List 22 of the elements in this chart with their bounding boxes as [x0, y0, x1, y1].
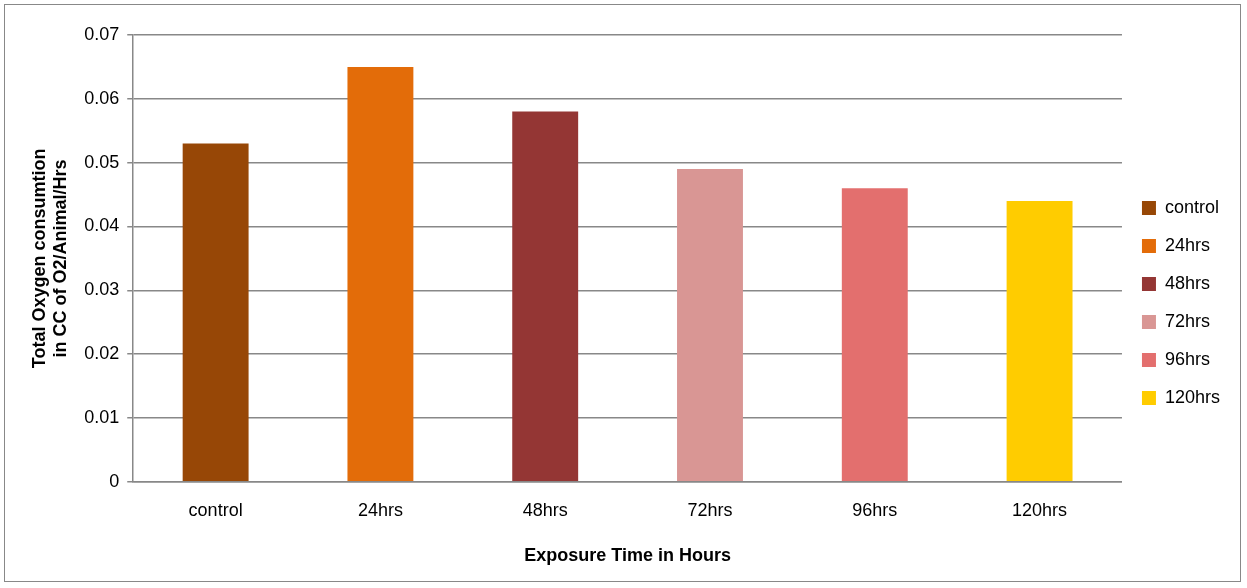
x-tick-label: control — [188, 499, 243, 520]
legend-label: 72hrs — [1164, 310, 1210, 331]
x-tick-label: 72hrs — [687, 499, 733, 520]
y-tick-label: 0.05 — [84, 151, 120, 172]
y-tick-label: 0.02 — [84, 343, 120, 364]
x-tick-label: 120hrs — [1012, 499, 1068, 520]
x-tick-label: 48hrs — [522, 499, 568, 520]
y-axis-title: Total Oxygen consumtion in CC of O2/Animal/Hrs — [28, 148, 71, 369]
y-tick-label: 0.04 — [84, 215, 120, 236]
y-tick-label: 0.06 — [84, 87, 120, 108]
y-tick-label: 0.01 — [84, 406, 120, 427]
legend-label: 120hrs — [1164, 386, 1221, 407]
legend-label: control — [1164, 196, 1219, 217]
y-tick-label: 0 — [109, 470, 120, 491]
x-axis-title: Exposure Time in Hours — [524, 545, 731, 566]
legend-label: 48hrs — [1164, 272, 1210, 293]
y-tick-label: 0.03 — [84, 279, 120, 300]
legend-label: 96hrs — [1164, 348, 1210, 369]
x-tick-label: 96hrs — [852, 499, 898, 520]
x-tick-label: 24hrs — [357, 499, 403, 520]
y-tick-label: 0.07 — [84, 23, 120, 44]
legend-label: 24hrs — [1164, 234, 1210, 255]
